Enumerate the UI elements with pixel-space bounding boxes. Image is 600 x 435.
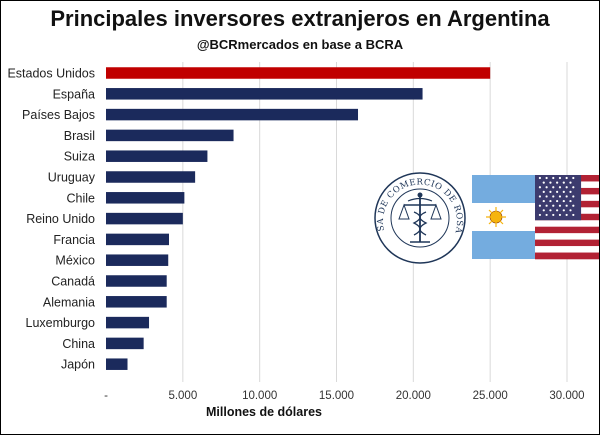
bar: [106, 316, 150, 329]
bar: [106, 67, 491, 79]
usa-flag-icon: [535, 175, 599, 260]
category-labels: Estados Unidos España Países Bajos Brasil Su…: [7, 67, 95, 372]
category-label: Francia: [53, 233, 95, 247]
x-tick-label: 20.000: [396, 390, 431, 402]
chart-subtitle: @BCRmercados en base a BCRA: [196, 37, 404, 52]
bar: [106, 275, 167, 287]
category-label: Canadá: [51, 275, 95, 289]
bar: [106, 108, 359, 121]
bar: [106, 358, 128, 370]
category-label: México: [55, 254, 95, 268]
category-label: Suiza: [64, 150, 95, 164]
bar: [106, 129, 234, 142]
x-tick-label: 15.000: [319, 390, 354, 402]
category-label: Brasil: [64, 129, 95, 143]
bar: [106, 233, 170, 246]
bar: [106, 150, 208, 162]
category-label: Japón: [61, 358, 95, 372]
x-tick-label: 25.000: [473, 390, 508, 402]
category-label: Luxemburgo: [26, 316, 96, 330]
chart-title: Principales inversores extranjeros en Ar…: [50, 6, 550, 31]
x-tick-label: -: [104, 390, 108, 402]
x-axis-label: Millones de dólares: [206, 405, 322, 419]
bar: [106, 212, 183, 225]
category-label: Alemania: [43, 295, 95, 309]
x-tick-label: 5.000: [168, 390, 197, 402]
category-label: Países Bajos: [22, 108, 95, 122]
category-label: España: [53, 87, 95, 101]
bar: [106, 296, 167, 308]
category-label: Uruguay: [48, 171, 96, 185]
bar: [106, 171, 196, 183]
category-label: Estados Unidos: [7, 67, 95, 81]
x-tick-label: 10.000: [242, 390, 277, 402]
x-tick-label: 30.000: [549, 390, 584, 402]
bar: [106, 192, 185, 204]
category-label: China: [62, 337, 95, 351]
category-label: Reino Unido: [26, 212, 95, 226]
bars: [106, 67, 491, 370]
bar: [106, 337, 144, 350]
bar: [106, 254, 169, 266]
argentina-flag-icon: [472, 175, 535, 259]
bar: [106, 88, 423, 100]
category-label: Chile: [67, 191, 96, 205]
tick-labels: - 5.000 10.000 15.000 20.000 25.000 30.000: [104, 390, 585, 402]
